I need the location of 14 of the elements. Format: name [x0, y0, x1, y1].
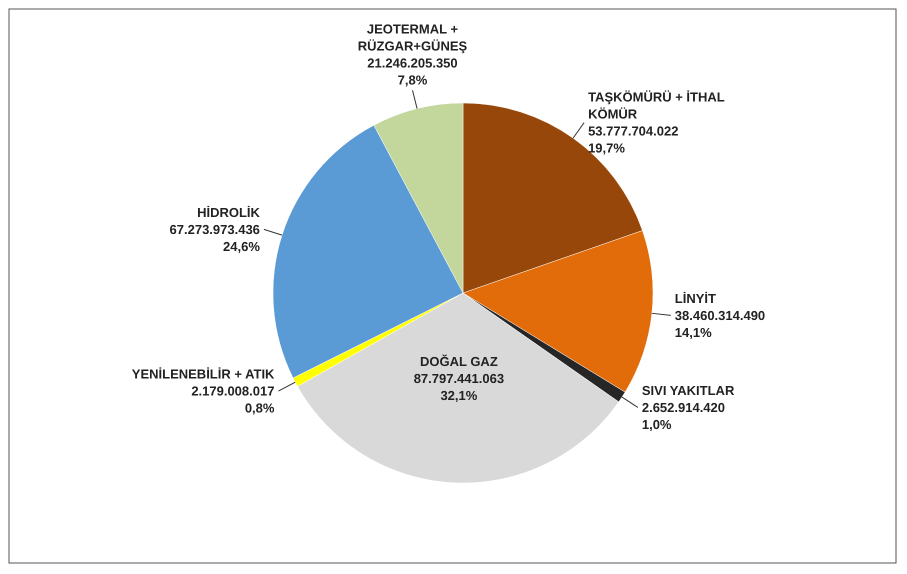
slice-label: LİNYİT [674, 290, 716, 306]
slice-label: DOĞAL GAZ [420, 354, 498, 369]
data-label: 53.777.704.022 19,7% [588, 124, 678, 156]
slice-label: TAŞKÖMÜRÜ + İTHAL KÖMÜR [588, 90, 725, 122]
slice-label: HİDROLİK [197, 204, 261, 220]
data-label: 2.652.914.420 1,0% [642, 400, 726, 432]
slice-label: JEOTERMAL + RÜZGAR+GÜNEŞ [358, 22, 468, 54]
data-label: 67.273.973.436 24,6% [170, 222, 260, 254]
data-label: 38.460.314.490 14,1% [674, 308, 766, 340]
slice-label: YENİLENEBİLİR + ATIK [132, 366, 276, 382]
data-label: 87.797.441.063 32,1% [414, 370, 504, 403]
data-label: 21.246.205.350 7,8% [367, 56, 458, 88]
data-label: 2.179.008.017 0,8% [191, 384, 275, 416]
slice-label: SIVI YAKITLAR [642, 383, 735, 398]
